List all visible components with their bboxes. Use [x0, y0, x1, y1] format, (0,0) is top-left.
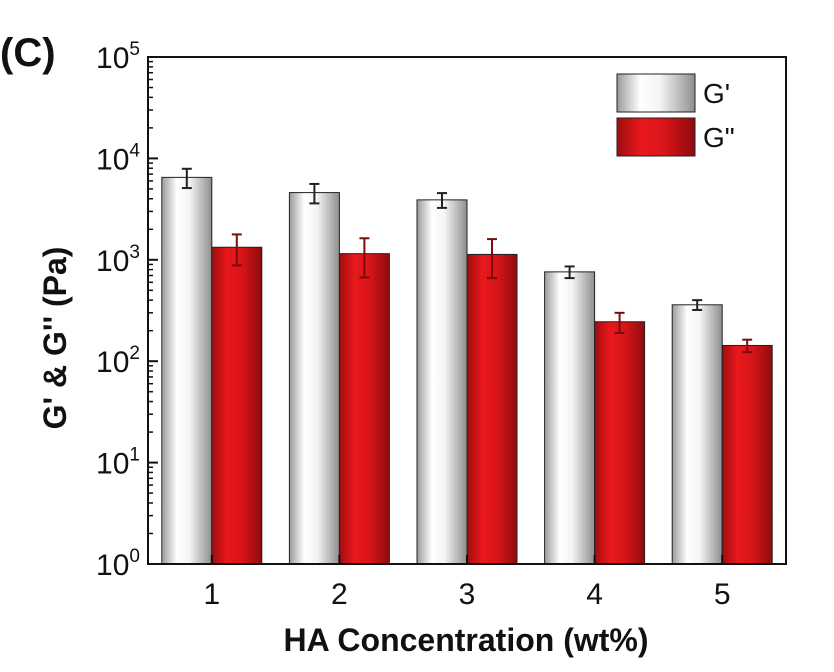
error-bar-g-prime-1: [181, 167, 192, 190]
y-tick-label: 104: [96, 140, 140, 176]
error-bar-g-prime-5: [692, 299, 703, 311]
legend-label-g-prime: G': [703, 78, 730, 109]
error-bars-group: [181, 167, 753, 354]
error-bar-g-double-prime-3: [487, 238, 497, 280]
bar-g-double-prime-2: [338, 253, 390, 565]
bar-g-prime-3: [416, 199, 468, 565]
x-axis: 1 2 3 4 5: [203, 555, 731, 611]
y-tick-label: 102: [96, 343, 140, 379]
error-bar-g-double-prime-4: [614, 311, 625, 334]
error-bar-g-prime-4: [564, 265, 575, 280]
bar-g-prime-1: [161, 176, 213, 565]
x-tick-label: 1: [203, 578, 220, 611]
error-bar-g-prime-3: [437, 192, 447, 209]
legend-swatch-g-prime: [616, 73, 696, 113]
panel-label: (C): [0, 31, 56, 75]
x-tick-label: 3: [459, 578, 476, 611]
bar-g-double-prime-4: [594, 321, 646, 565]
x-tick-label: 2: [331, 578, 348, 611]
y-axis: 100 101 102 103 104 105: [96, 39, 158, 582]
y-tick-label: 105: [96, 39, 140, 75]
legend: G' G": [616, 73, 735, 157]
legend-swatch-g-double-prime: [616, 117, 696, 157]
bars-group: [161, 176, 773, 565]
x-tick-label: 4: [586, 578, 603, 611]
error-bar-g-double-prime-2: [359, 237, 370, 279]
error-bar-g-double-prime-1: [231, 233, 242, 267]
bar-g-double-prime-5: [721, 344, 773, 565]
bar-g-prime-4: [544, 271, 596, 565]
bar-g-double-prime-1: [211, 246, 263, 565]
legend-label-g-double-prime: G": [703, 122, 735, 153]
bar-g-prime-5: [671, 304, 723, 565]
x-axis-label: HA Concentration (wt%): [283, 622, 648, 658]
y-tick-label: 100: [96, 546, 140, 582]
bar-g-double-prime-3: [466, 253, 518, 565]
y-axis-label: G' & G'' (Pa): [37, 247, 73, 430]
y-tick-label: 101: [96, 445, 140, 481]
error-bar-g-prime-2: [309, 182, 320, 205]
x-tick-label: 5: [714, 578, 731, 611]
error-bar-g-double-prime-5: [742, 338, 753, 354]
y-tick-label: 103: [96, 242, 140, 278]
bar-g-prime-2: [288, 192, 340, 565]
